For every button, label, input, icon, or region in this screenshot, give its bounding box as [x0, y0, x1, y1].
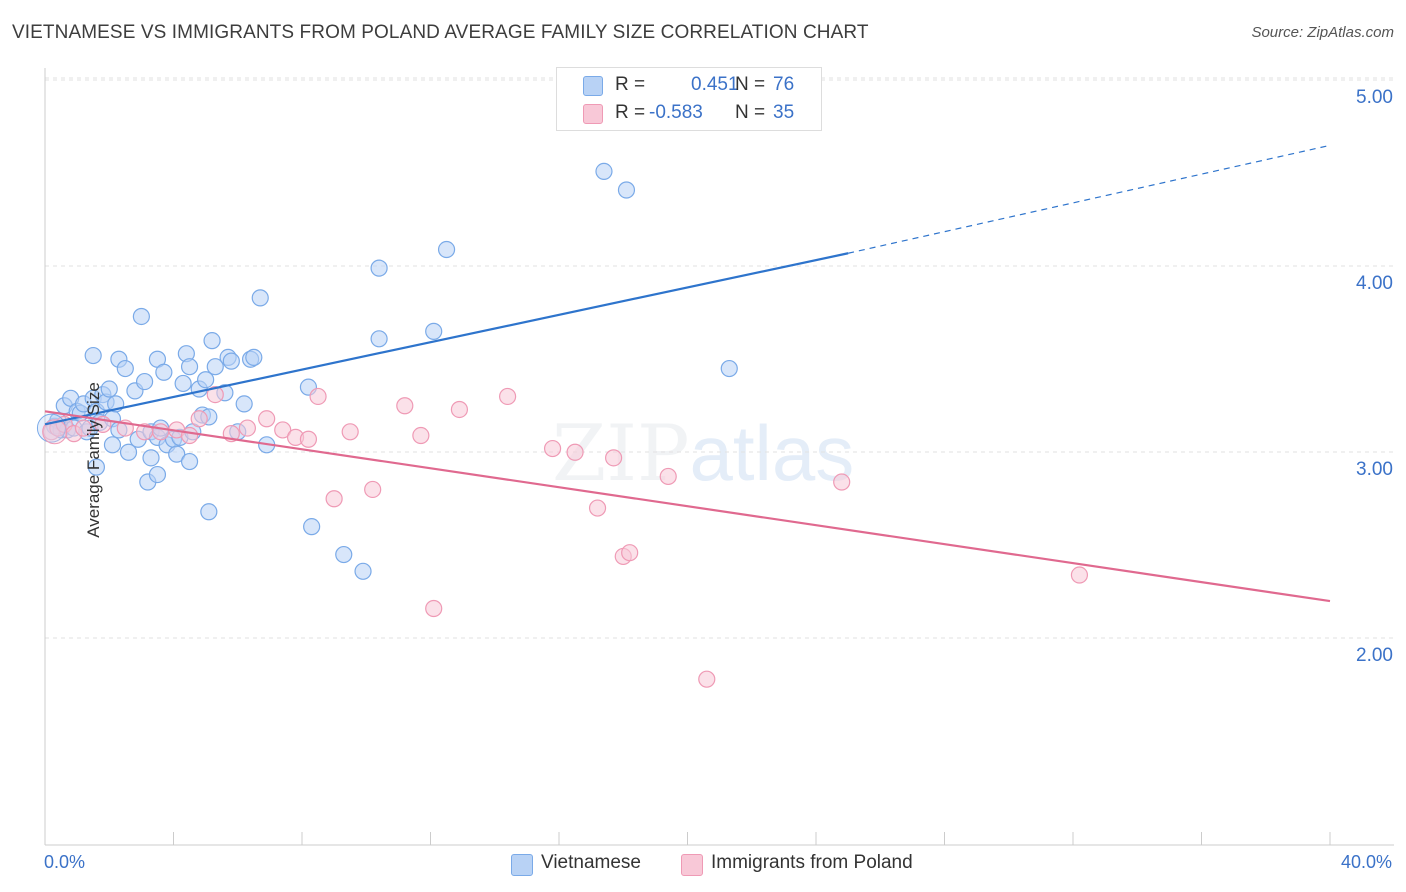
point-poland	[450, 400, 469, 419]
point-poland	[341, 423, 359, 441]
point-vietnamese	[425, 322, 443, 340]
point-vietnamese	[206, 358, 224, 376]
point-vietnamese	[103, 436, 122, 454]
point-poland	[588, 499, 607, 517]
y-tick-label: 3.00	[1356, 459, 1393, 480]
legend-n-label: N =	[735, 102, 766, 123]
legend-r-label: R =	[615, 102, 646, 123]
point-vietnamese	[87, 458, 106, 476]
point-poland	[396, 397, 414, 415]
y-axis-label: Average Family Size	[83, 382, 103, 538]
point-vietnamese	[174, 374, 192, 393]
point-poland	[621, 544, 639, 562]
point-poland	[190, 410, 208, 428]
point-poland	[364, 480, 382, 499]
chart-title: VIETNAMESE VS IMMIGRANTS FROM POLAND AVE…	[12, 22, 869, 43]
point-poland	[206, 386, 224, 404]
point-poland	[1070, 566, 1089, 584]
point-poland	[425, 599, 443, 618]
point-vietnamese	[245, 348, 263, 366]
point-vietnamese	[116, 359, 134, 378]
point-vietnamese	[180, 358, 199, 376]
point-vietnamese	[135, 372, 154, 391]
point-poland	[605, 449, 623, 467]
point-poland	[274, 421, 292, 439]
point-vietnamese	[617, 181, 636, 199]
point-vietnamese	[437, 240, 456, 259]
point-vietnamese	[132, 307, 150, 326]
point-poland	[412, 426, 430, 445]
watermark-atlas: atlas	[689, 409, 855, 497]
point-vietnamese	[119, 443, 138, 461]
point-vietnamese	[100, 380, 118, 398]
series-legend: Vietnamese Immigrants from Poland	[0, 852, 1406, 878]
point-vietnamese	[155, 363, 173, 381]
point-vietnamese	[370, 330, 388, 348]
legend-n-value: 76	[773, 74, 795, 95]
point-vietnamese	[148, 465, 167, 484]
legend-r-label: R =	[615, 74, 646, 95]
point-vietnamese	[595, 162, 613, 180]
legend-n-value: 35	[773, 102, 795, 123]
point-poland	[499, 387, 517, 406]
legend-r-value: 0.451	[691, 74, 739, 95]
trendline-poland	[44, 410, 1331, 603]
point-poland	[258, 410, 276, 428]
y-tick-label: 2.00	[1356, 645, 1393, 666]
point-vietnamese	[222, 352, 240, 370]
chart-source: Source: ZipAtlas.com	[1251, 24, 1394, 41]
point-poland	[659, 467, 677, 486]
point-vietnamese	[251, 289, 269, 307]
point-poland	[152, 423, 170, 441]
y-tick-label: 5.00	[1356, 87, 1393, 108]
legend-label-poland: Immigrants from Poland	[711, 852, 913, 873]
point-vietnamese	[200, 503, 218, 521]
legend-swatch-poland	[681, 854, 703, 876]
point-vietnamese	[180, 452, 199, 471]
point-poland	[543, 439, 562, 458]
point-poland	[698, 670, 716, 688]
legend-swatch-vietnamese	[511, 854, 533, 876]
point-poland	[325, 490, 343, 508]
point-vietnamese	[235, 395, 253, 413]
point-poland	[309, 387, 327, 406]
legend-swatch-poland	[583, 104, 603, 124]
point-vietnamese	[335, 545, 353, 564]
trendline-vietnamese	[44, 252, 849, 426]
point-vietnamese	[303, 518, 321, 536]
x-tick-label-min: 0.0%	[44, 852, 86, 872]
point-vietnamese	[370, 259, 388, 277]
point-vietnamese	[84, 346, 102, 365]
legend-label-vietnamese: Vietnamese	[541, 852, 641, 873]
correlation-legend: R = 0.451 N = 76 R = -0.583 N = 35	[556, 67, 822, 131]
point-vietnamese	[354, 562, 372, 580]
legend-row-vietnamese: R = 0.451 N = 76	[557, 72, 821, 100]
legend-r-value: -0.583	[649, 102, 703, 123]
legend-row-poland: R = -0.583 N = 35	[557, 100, 821, 128]
legend-n-label: N =	[735, 74, 766, 95]
y-tick-label: 4.00	[1356, 273, 1393, 294]
point-vietnamese	[197, 371, 215, 389]
point-poland	[299, 430, 318, 448]
point-poland	[180, 426, 199, 445]
point-poland	[74, 419, 93, 437]
point-poland	[833, 473, 851, 491]
x-tick-label-max: 40.0%	[1340, 852, 1392, 872]
point-poland	[566, 443, 584, 461]
point-poland	[42, 419, 68, 445]
point-vietnamese	[142, 449, 160, 467]
point-vietnamese	[203, 332, 221, 350]
trendline-vietnamese-extension	[847, 144, 1331, 254]
point-poland	[238, 419, 256, 437]
point-vietnamese	[168, 445, 186, 463]
point-vietnamese	[720, 359, 738, 378]
legend-swatch-vietnamese	[583, 76, 603, 96]
